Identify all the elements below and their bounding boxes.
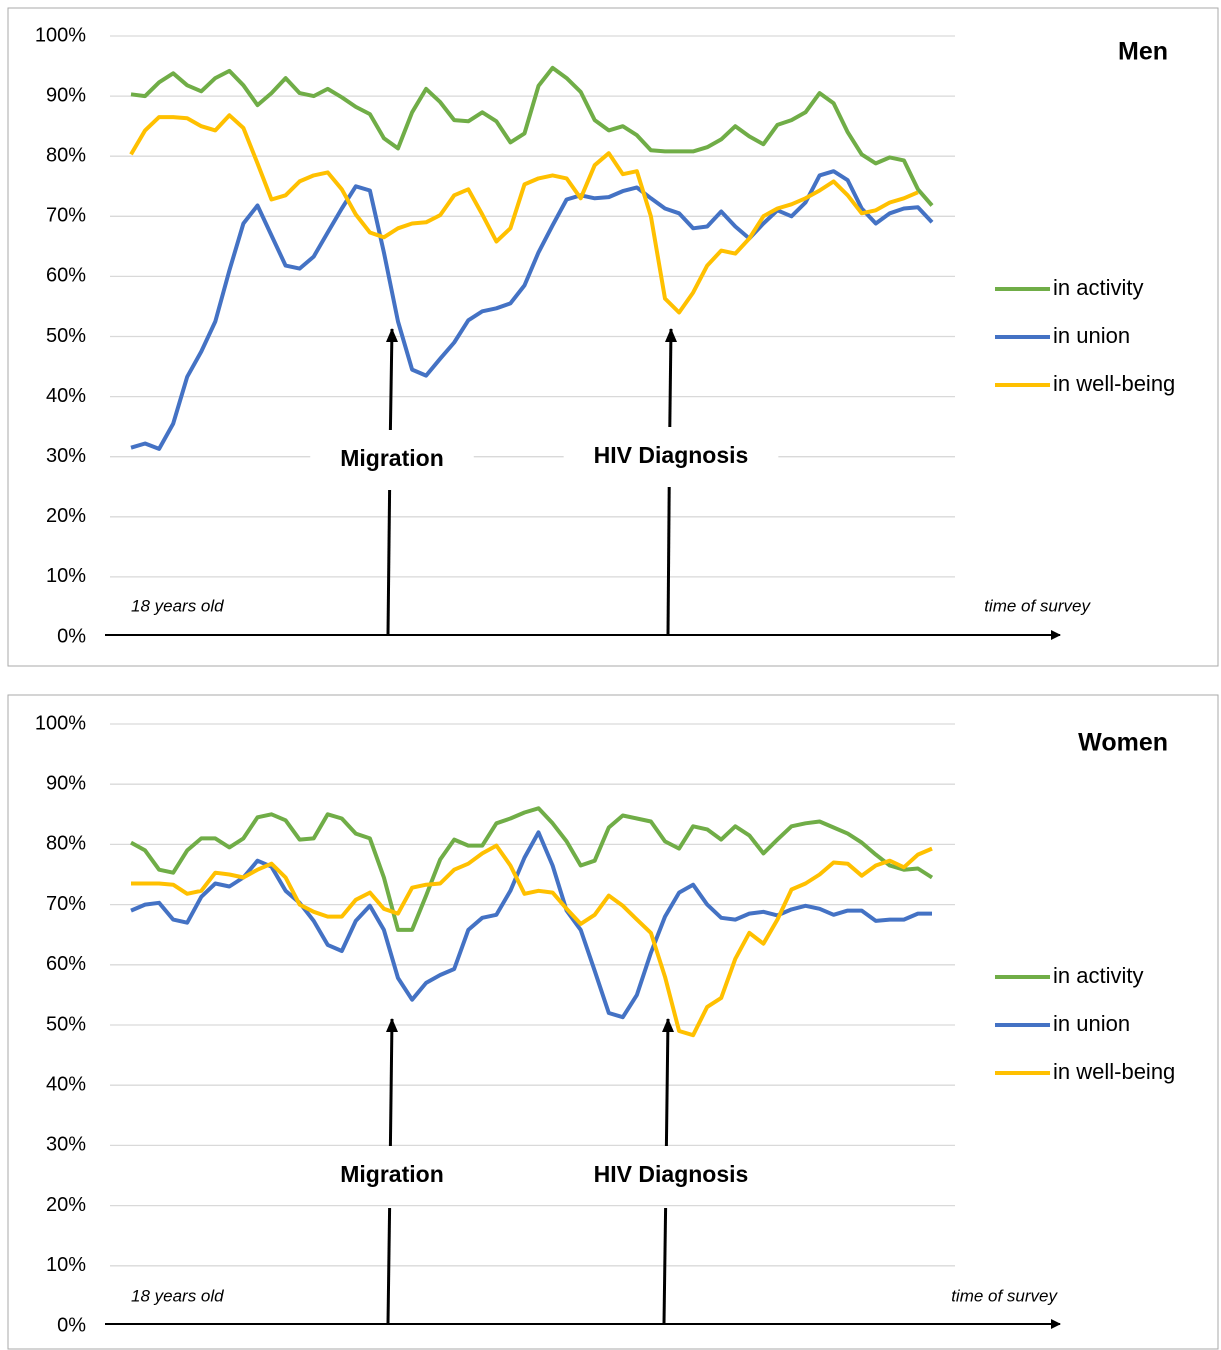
series-line bbox=[130, 830, 932, 1020]
y-tick-label: 90% bbox=[46, 772, 86, 794]
y-tick-label: 50% bbox=[46, 325, 86, 347]
legend-label: in well-being bbox=[1053, 1059, 1175, 1084]
y-tick-label: 60% bbox=[46, 953, 86, 975]
chart-title: Women bbox=[1078, 729, 1168, 757]
y-tick-label: 80% bbox=[46, 144, 86, 166]
annotation-arrow-lower bbox=[662, 1207, 668, 1325]
y-tick-label: 100% bbox=[35, 712, 86, 734]
annotation-arrow-upper bbox=[386, 328, 398, 431]
legend-label: in union bbox=[1053, 1011, 1130, 1036]
annotation-arrow-upper bbox=[665, 328, 677, 428]
y-tick-label: 10% bbox=[46, 1254, 86, 1276]
series-line bbox=[129, 113, 919, 315]
y-tick-label: 40% bbox=[46, 385, 86, 407]
annotation-bg bbox=[563, 438, 779, 473]
y-tick-label: 30% bbox=[46, 445, 86, 467]
annotation-label: Migration bbox=[340, 445, 444, 471]
y-tick-label: 10% bbox=[46, 565, 86, 587]
y-tick-label: 90% bbox=[46, 84, 86, 106]
x-start-label: 18 years old bbox=[131, 1286, 224, 1305]
y-tick-label: 0% bbox=[57, 625, 86, 647]
legend-label: in union bbox=[1053, 323, 1130, 348]
y-tick-label: 70% bbox=[46, 205, 86, 227]
annotation-label: HIV Diagnosis bbox=[594, 1161, 749, 1187]
annotation-bg bbox=[563, 1157, 779, 1192]
y-tick-label: 80% bbox=[46, 833, 86, 855]
annotation-bg bbox=[310, 441, 474, 476]
legend-label: in well-being bbox=[1053, 371, 1175, 396]
series-line bbox=[130, 806, 934, 932]
y-tick-label: 20% bbox=[46, 1194, 86, 1216]
annotation-label: Migration bbox=[340, 1161, 444, 1187]
annotation-arrow-upper bbox=[662, 1018, 674, 1147]
annotation-arrow-upper bbox=[386, 1018, 398, 1147]
y-tick-label: 30% bbox=[46, 1134, 86, 1156]
legend-label: in activity bbox=[1053, 275, 1143, 300]
y-tick-label: 70% bbox=[46, 893, 86, 915]
x-end-label: time of survey bbox=[951, 1286, 1058, 1305]
panel-border bbox=[7, 694, 1219, 1350]
annotation-arrow-lower bbox=[386, 489, 392, 636]
series-line bbox=[130, 169, 934, 451]
y-tick-label: 0% bbox=[57, 1314, 86, 1336]
series-line bbox=[130, 65, 934, 207]
annotation-bg bbox=[310, 1157, 474, 1192]
y-tick-label: 100% bbox=[35, 24, 86, 46]
annotation-arrow-lower bbox=[666, 486, 671, 636]
series-line bbox=[131, 843, 933, 1038]
legend-label: in activity bbox=[1053, 963, 1143, 988]
y-tick-label: 40% bbox=[46, 1073, 86, 1095]
annotation-label: HIV Diagnosis bbox=[594, 442, 749, 468]
x-end-label: time of survey bbox=[984, 596, 1091, 615]
annotation-arrow-lower bbox=[386, 1207, 392, 1325]
y-tick-label: 60% bbox=[46, 265, 86, 287]
chart-title: Men bbox=[1118, 38, 1168, 66]
x-start-label: 18 years old bbox=[131, 596, 224, 615]
y-tick-label: 20% bbox=[46, 505, 86, 527]
y-tick-label: 50% bbox=[46, 1013, 86, 1035]
